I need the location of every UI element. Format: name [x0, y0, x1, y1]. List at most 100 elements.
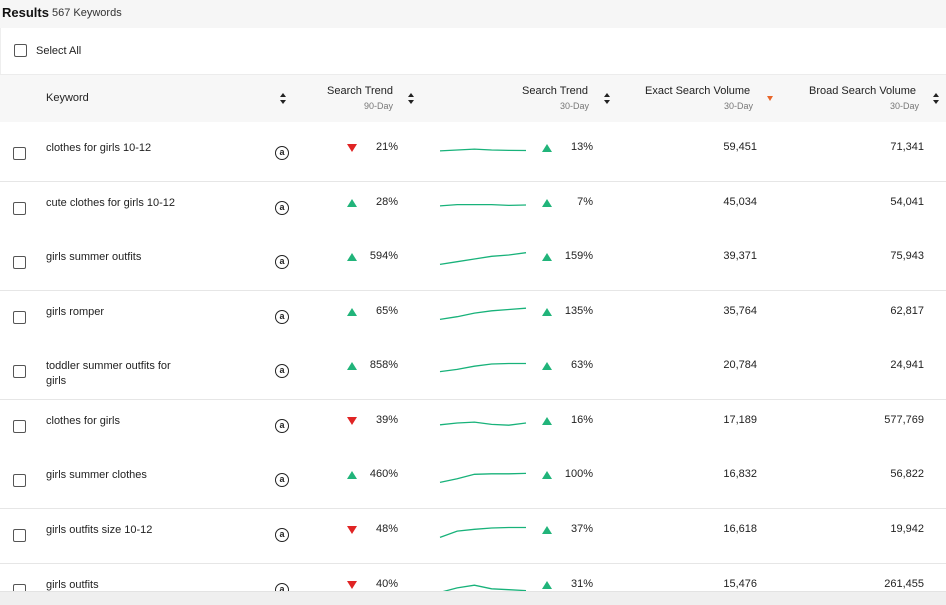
row-checkbox[interactable]: [13, 256, 26, 269]
exact-volume-value: 35,764: [723, 305, 757, 317]
trend90-direction-icon: [347, 199, 357, 207]
keyword-cell[interactable]: girls summer clothes: [46, 469, 147, 481]
keyword-cell[interactable]: girls romper: [46, 306, 105, 318]
trend90-direction-icon: [347, 526, 357, 534]
trend90-value: 460%: [369, 468, 398, 480]
trend90-direction-icon: [347, 144, 357, 152]
trend30-value: 7%: [577, 196, 593, 208]
trend-sparkline: [439, 584, 527, 594]
row-checkbox[interactable]: [13, 202, 26, 215]
exact-volume-subheader: 30-Day: [724, 101, 754, 111]
amazon-icon[interactable]: a: [275, 146, 289, 160]
exact-volume-value: 59,451: [723, 141, 757, 153]
trend30-column-header[interactable]: Search Trend: [522, 85, 589, 97]
trend30-direction-icon: [542, 144, 552, 152]
trend-sparkline: [439, 362, 526, 373]
trend-sparkline: [439, 307, 527, 321]
trend30-value: 135%: [564, 305, 593, 317]
amazon-icon[interactable]: a: [275, 310, 289, 324]
exact-volume-value: 39,371: [723, 250, 757, 262]
trend30-value: 13%: [570, 141, 593, 153]
trend30-value: 16%: [570, 414, 593, 426]
trend90-value: 594%: [369, 250, 398, 262]
table-row: girls summer clothes a 460% 100% 16,832 …: [0, 454, 946, 509]
trend90-subheader: 90-Day: [364, 101, 394, 111]
trend-sparkline: [439, 148, 527, 152]
trend30-value: 63%: [570, 359, 593, 371]
keyword-cell[interactable]: girls outfits size 10-12: [46, 524, 153, 536]
trend30-direction-icon: [542, 308, 552, 316]
trend90-direction-icon: [347, 308, 357, 316]
amazon-icon[interactable]: a: [275, 255, 289, 269]
keyword-cell[interactable]: toddler summer outfits for girls: [46, 360, 171, 387]
broad-volume-value: 62,817: [890, 305, 924, 317]
amazon-icon[interactable]: a: [275, 419, 289, 433]
trend90-value: 48%: [375, 523, 398, 535]
trend90-column-header[interactable]: Search Trend: [327, 85, 394, 97]
broad-volume-value: 54,041: [890, 196, 924, 208]
amazon-icon[interactable]: a: [275, 201, 289, 215]
trend90-value: 40%: [375, 578, 398, 590]
exact-volume-value: 16,618: [723, 523, 757, 535]
trend30-direction-icon: [542, 199, 552, 207]
trend90-value: 858%: [369, 359, 398, 371]
trend90-direction-icon: [347, 417, 357, 425]
broad-volume-value: 71,341: [890, 141, 924, 153]
broad-volume-subheader: 30-Day: [890, 101, 920, 111]
table-row: girls outfits size 10-12 a 48% 37% 16,61…: [0, 509, 946, 564]
trend30-subheader: 30-Day: [560, 101, 590, 111]
broad-volume-value: 261,455: [884, 578, 924, 590]
trend-sparkline: [439, 252, 527, 266]
row-checkbox[interactable]: [13, 420, 26, 433]
row-checkbox[interactable]: [13, 365, 26, 378]
trend30-direction-icon: [542, 471, 552, 479]
table-header: Keyword Search Trend 90-Day Search Trend…: [0, 74, 946, 122]
row-checkbox[interactable]: [13, 474, 26, 487]
keyword-cell[interactable]: girls outfits: [46, 579, 99, 591]
broad-volume-value: 56,822: [890, 468, 924, 480]
sort-trend30-icon[interactable]: [604, 93, 611, 105]
row-checkbox[interactable]: [13, 147, 26, 160]
row-checkbox[interactable]: [13, 529, 26, 542]
broad-volume-value: 75,943: [890, 250, 924, 262]
amazon-icon[interactable]: a: [275, 528, 289, 542]
keyword-column-header[interactable]: Keyword: [46, 92, 89, 104]
broad-volume-column-header[interactable]: Broad Search Volume: [809, 85, 917, 97]
amazon-icon[interactable]: a: [275, 364, 289, 378]
sort-trend90-icon[interactable]: [408, 93, 415, 105]
results-title: Results: [2, 5, 49, 20]
horizontal-scrollbar[interactable]: [0, 591, 946, 605]
trend-sparkline: [439, 526, 526, 539]
trend30-direction-icon: [542, 581, 552, 589]
exact-volume-value: 15,476: [723, 578, 757, 590]
keyword-cell[interactable]: cute clothes for girls 10-12: [46, 197, 176, 209]
exact-volume-value: 17,189: [723, 414, 757, 426]
sort-broad-icon[interactable]: [933, 93, 940, 105]
trend90-direction-icon: [347, 581, 357, 589]
trend90-value: 65%: [375, 305, 398, 317]
exact-volume-value: 45,034: [723, 196, 757, 208]
sort-keyword-icon[interactable]: [280, 93, 287, 105]
trend-sparkline: [439, 472, 527, 484]
trend90-value: 28%: [375, 196, 398, 208]
select-all-row: Select All: [0, 28, 946, 74]
keyword-cell[interactable]: clothes for girls: [46, 415, 120, 427]
trend90-direction-icon: [347, 471, 357, 479]
exact-volume-value: 20,784: [723, 359, 757, 371]
sort-exact-desc-icon[interactable]: [767, 96, 773, 101]
trend30-direction-icon: [542, 417, 552, 425]
broad-volume-value: 19,942: [890, 523, 924, 535]
results-header: Results 567 Keywords: [0, 0, 946, 28]
trend30-direction-icon: [542, 526, 552, 534]
exact-volume-column-header[interactable]: Exact Search Volume: [645, 85, 751, 97]
keyword-cell[interactable]: clothes for girls 10-12: [46, 142, 152, 154]
table-row: clothes for girls a 39% 16% 17,189 577,7…: [0, 400, 946, 455]
trend30-value: 159%: [564, 250, 593, 262]
amazon-icon[interactable]: a: [275, 473, 289, 487]
trend30-direction-icon: [542, 362, 552, 370]
table-row: toddler summer outfits for girls a 858% …: [0, 345, 946, 400]
row-checkbox[interactable]: [13, 311, 26, 324]
table-row: clothes for girls 10-12 a 21% 13% 59,451…: [0, 127, 946, 182]
select-all-checkbox[interactable]: [14, 44, 27, 57]
keyword-cell[interactable]: girls summer outfits: [46, 251, 142, 263]
